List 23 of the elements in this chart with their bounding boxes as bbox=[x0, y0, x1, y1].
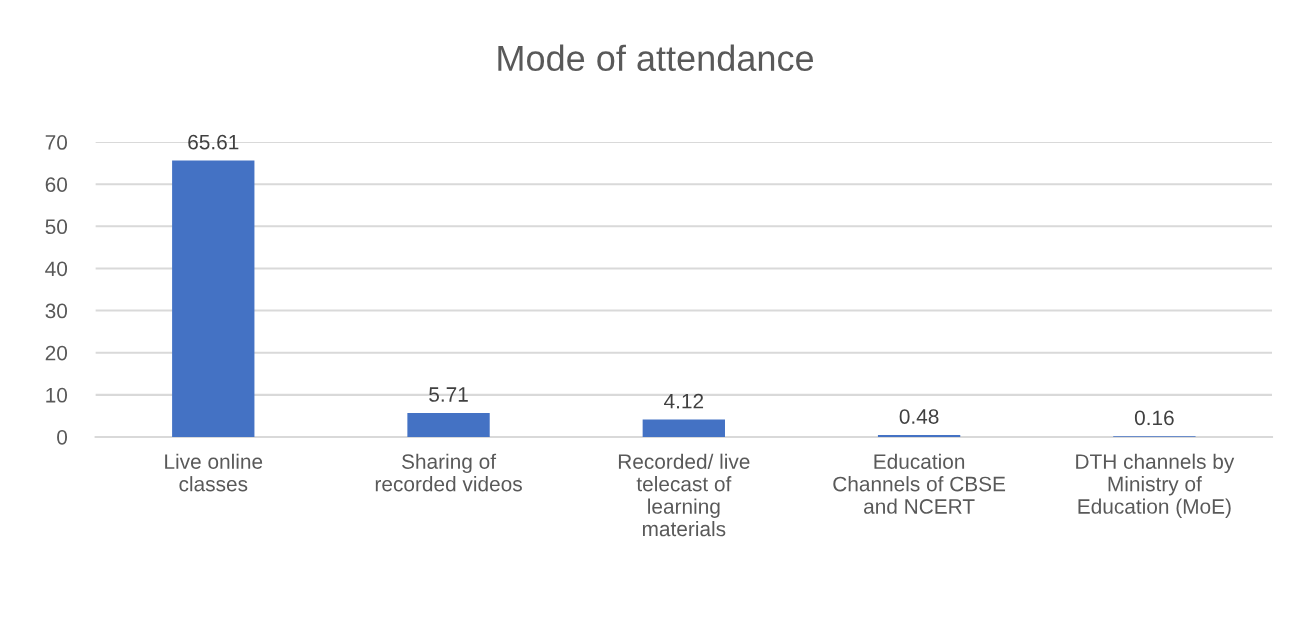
y-tick-label: 30 bbox=[45, 303, 68, 319]
bar bbox=[407, 412, 490, 437]
bar bbox=[877, 434, 961, 437]
y-tick-label: 70 bbox=[45, 135, 68, 150]
data-label: 4.12 bbox=[664, 393, 704, 409]
bar bbox=[172, 160, 255, 437]
y-tick-label: 60 bbox=[45, 177, 68, 192]
y-tick-label: 20 bbox=[45, 345, 68, 361]
data-label: 0.16 bbox=[1134, 410, 1174, 426]
x-tick-label: Sharing of recorded videos bbox=[375, 453, 522, 492]
x-tick-label: Education Channels of CBSE and NCERT bbox=[833, 453, 1006, 514]
data-label: 5.71 bbox=[429, 387, 468, 402]
y-tick-label: 0 bbox=[57, 429, 68, 445]
y-tick-label: 10 bbox=[46, 387, 68, 403]
y-tick-label: 50 bbox=[45, 219, 68, 235]
y-tick-label: 40 bbox=[45, 261, 68, 277]
x-tick-label: Live online classes bbox=[165, 453, 263, 492]
bar bbox=[642, 419, 725, 437]
x-tick-label: DTH channels by Ministry of Education (MoE) bbox=[1076, 453, 1235, 518]
data-label: 0.48 bbox=[899, 409, 939, 424]
x-tick-label: Recorded/ live telecast of learning materials bbox=[618, 453, 750, 537]
data-label: 65.61 bbox=[188, 134, 239, 150]
chart-title: Mode of attendance bbox=[498, 44, 814, 72]
